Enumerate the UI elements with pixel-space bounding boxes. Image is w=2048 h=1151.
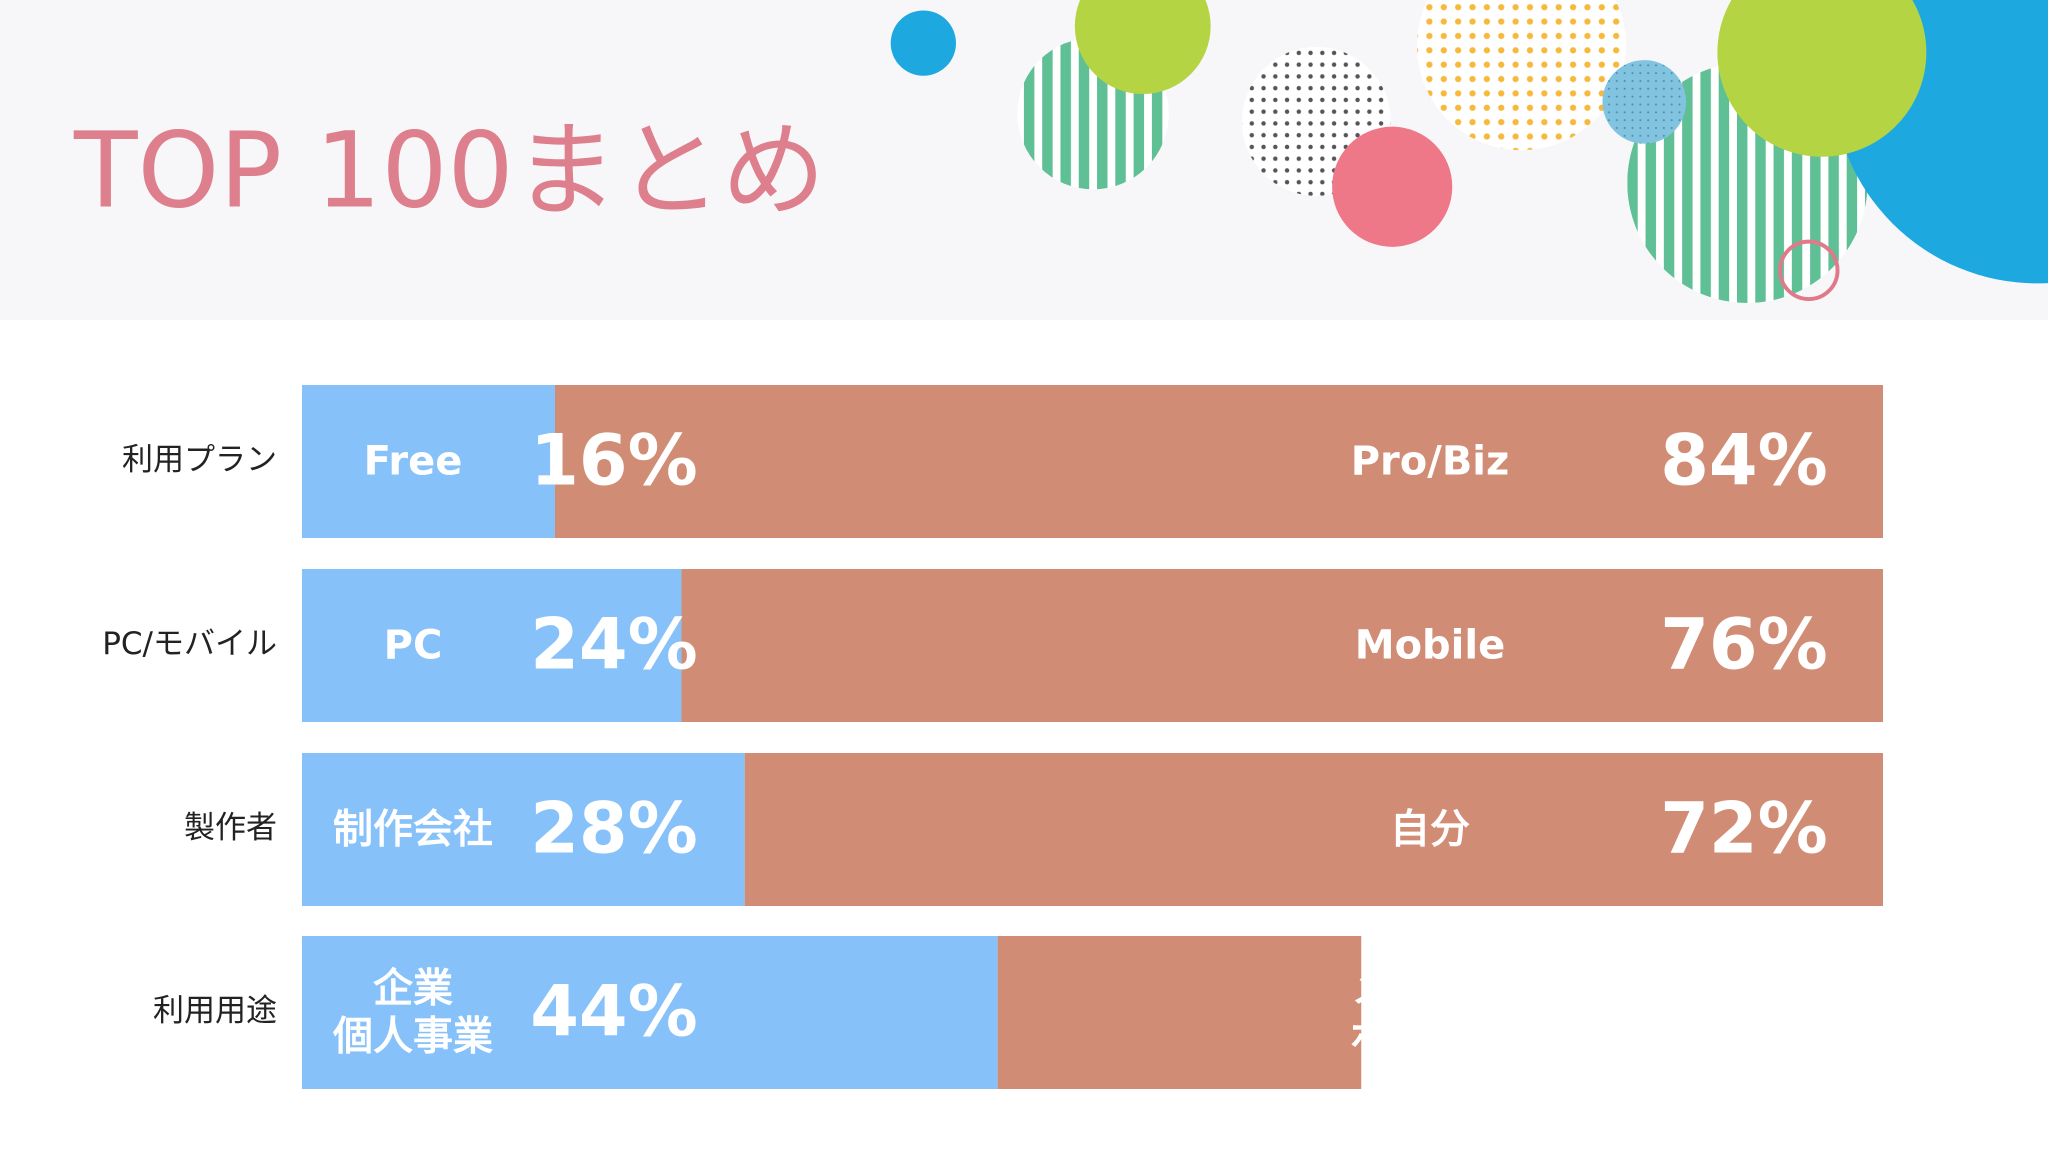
bar-segment <box>554 385 1884 538</box>
segment-label: ポータル <box>1350 1014 1510 1060</box>
value-label: 72% <box>1660 788 1828 870</box>
value-label: 84% <box>1660 420 1828 502</box>
bar-segment <box>744 753 1884 906</box>
segment-label: PC <box>384 623 443 669</box>
segment-label: Pro/Biz <box>1351 439 1510 485</box>
bar-segment <box>302 936 998 1089</box>
bar-segment <box>302 753 745 906</box>
bar-segment <box>302 385 555 538</box>
segment-label: Mobile <box>1355 623 1505 669</box>
value-label: 76% <box>1660 604 1828 686</box>
value-label: 28% <box>530 788 698 870</box>
segment-label: 制作会社 <box>333 807 493 853</box>
row-label: 利用用途 <box>153 993 277 1029</box>
segment-label: 企業 <box>373 966 453 1012</box>
segment-label: 自分 <box>1390 807 1470 853</box>
segment-label: 個人事業 <box>332 1014 493 1060</box>
bar-segment <box>997 936 1362 1089</box>
bar-segment <box>681 569 1884 722</box>
value-label: 24% <box>530 604 698 686</box>
segment-label: メディア <box>1351 966 1508 1012</box>
row-label: 製作者 <box>184 810 277 846</box>
row-label: PC/モバイル <box>102 626 277 662</box>
chart-title: TOP 100まとめ <box>73 109 826 231</box>
bar-segment <box>302 569 682 722</box>
decorations <box>890 0 2048 303</box>
row-label: 利用プラン <box>122 442 277 478</box>
value-label: 16% <box>530 420 698 502</box>
value-label: 23% <box>1660 971 1828 1053</box>
value-label: 44% <box>530 971 698 1053</box>
segment-label: Free <box>364 439 463 485</box>
